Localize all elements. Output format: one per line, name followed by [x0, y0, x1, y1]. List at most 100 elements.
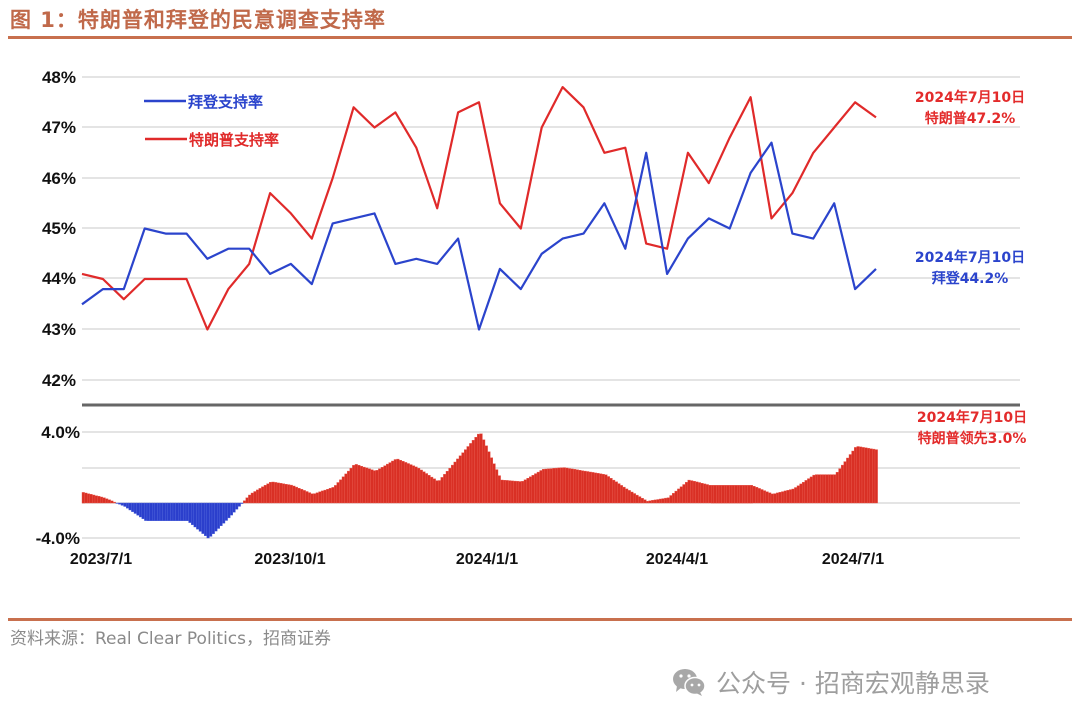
lead-bar	[414, 466, 418, 504]
lead-bar	[151, 502, 155, 521]
lead-bar	[157, 502, 161, 521]
title-divider	[8, 36, 1072, 39]
lead-bar	[284, 484, 288, 504]
lead-bar	[750, 485, 754, 504]
svg-text:2023/10/1: 2023/10/1	[254, 551, 325, 568]
svg-text:46%: 46%	[42, 169, 76, 188]
lead-bar	[253, 491, 257, 504]
lead-bar	[412, 465, 416, 504]
lead-bar	[856, 446, 860, 504]
lead-bar	[250, 492, 254, 504]
lead-bar	[547, 468, 551, 504]
lead-bar	[653, 499, 657, 504]
lead-bar	[747, 485, 751, 504]
lead-bar	[687, 479, 691, 504]
lead-bar	[378, 468, 382, 504]
lead-bar	[739, 485, 743, 504]
lead-bar	[227, 502, 231, 519]
lead-bar	[211, 502, 215, 534]
lead-bar	[822, 474, 826, 504]
lead-bar	[193, 502, 197, 528]
lead-bar	[846, 457, 850, 504]
lead-bar	[565, 467, 569, 504]
lead-bar	[451, 464, 455, 504]
lead-bar	[141, 502, 145, 520]
lead-bar	[828, 474, 832, 504]
lead-bar	[196, 502, 200, 530]
lead-bar	[219, 502, 223, 526]
lead-bar	[815, 474, 819, 504]
lead-bar	[276, 482, 280, 504]
lead-bar	[861, 447, 865, 504]
svg-text:42%: 42%	[42, 371, 76, 390]
lead-bar	[206, 502, 210, 539]
lead-bar	[112, 501, 116, 504]
lead-bar	[734, 485, 738, 504]
lead-bar	[300, 489, 304, 504]
lead-bar	[737, 485, 741, 504]
lead-bar	[321, 490, 325, 504]
lead-bar	[700, 483, 704, 504]
lead-bar	[830, 474, 834, 504]
lead-bar	[170, 502, 174, 521]
lead-bar	[282, 483, 286, 504]
svg-text:44%: 44%	[42, 269, 76, 288]
lead-bar	[224, 502, 228, 521]
lead-bar	[677, 488, 681, 504]
lead-bar	[682, 484, 686, 504]
lead-bar	[313, 493, 317, 504]
x-axis-labels: 2023/7/1 2023/10/1 2024/1/1 2024/4/1 202…	[70, 551, 884, 568]
lead-bar	[869, 448, 873, 504]
biden-line	[81, 141, 877, 331]
lead-bar	[136, 502, 140, 516]
lead-bar	[789, 489, 793, 504]
lead-bar	[274, 482, 278, 504]
lead-bar	[591, 472, 595, 504]
lead-bar	[690, 480, 694, 504]
lead-bar	[791, 488, 795, 504]
lead-bar	[786, 490, 790, 504]
biden-annotation-value: 拜登44.2%	[931, 271, 1009, 287]
lead-bar	[336, 482, 340, 504]
lead-bar	[154, 502, 158, 521]
lead-bar	[419, 469, 423, 504]
lead-bar	[568, 468, 572, 504]
lead-bar	[466, 446, 470, 504]
lead-bar	[482, 439, 486, 504]
lead-bar	[185, 502, 189, 521]
lead-bar	[422, 471, 426, 504]
lead-bar	[464, 449, 468, 504]
lead-bar	[305, 491, 309, 504]
svg-text:45%: 45%	[42, 219, 76, 238]
lead-bar	[516, 481, 520, 504]
lead-bar	[635, 494, 639, 504]
lead-bar	[131, 502, 135, 512]
lead-bar	[627, 490, 631, 504]
legend-trump-label: 特朗普支持率	[189, 131, 279, 149]
lead-bar	[661, 498, 665, 504]
lead-bar	[711, 485, 715, 504]
lead-bar	[835, 472, 839, 504]
lead-bar	[370, 469, 374, 504]
lead-bar	[190, 502, 194, 525]
lead-bar	[167, 502, 171, 521]
lead-bar	[570, 468, 574, 504]
main-y-axis-labels: 48% 47% 46% 45% 44% 43% 42%	[42, 68, 76, 390]
lead-bar	[638, 496, 642, 504]
lead-bar	[261, 486, 265, 504]
trump-annotation-value: 特朗普47.2%	[924, 111, 1016, 127]
lead-bar	[331, 487, 335, 504]
lead-bar	[503, 480, 507, 504]
lead-bar	[783, 490, 787, 504]
lead-bar	[84, 492, 88, 504]
lead-bar	[180, 502, 184, 521]
lead-bar	[471, 440, 475, 504]
lead-bar	[646, 501, 650, 504]
lead-bar	[214, 502, 218, 532]
lead-bar	[242, 500, 246, 504]
lead-bar	[633, 493, 637, 504]
lead-bar	[617, 483, 621, 504]
lead-bar	[209, 502, 213, 537]
lead-bar	[731, 485, 735, 504]
lead-bar	[848, 454, 852, 504]
